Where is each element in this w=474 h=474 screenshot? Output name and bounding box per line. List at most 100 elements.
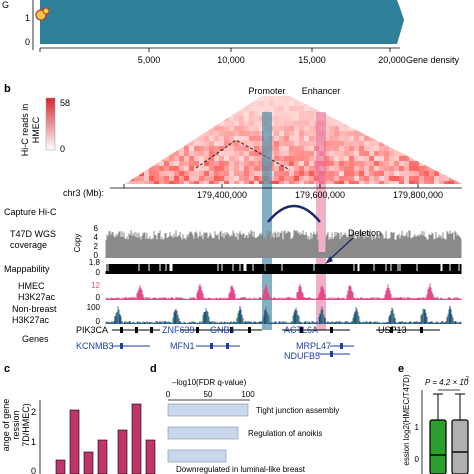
hic-cell (179, 131, 184, 136)
hic-cell (269, 106, 274, 111)
hic-cell (379, 156, 384, 161)
hic-cell (414, 126, 419, 131)
hic-cell (359, 146, 364, 151)
hic-cell (439, 171, 444, 176)
hic-cell (349, 141, 354, 146)
hic-cell (169, 176, 174, 181)
hic-cell (125, 171, 129, 176)
hic-label-line2: HMEC (31, 116, 41, 143)
panel-e-ylabel: ession log2(HMEC/T47D) (402, 374, 411, 465)
hic-cell (204, 96, 209, 101)
hic-cell (279, 136, 284, 141)
hic-cell (394, 96, 399, 101)
hic-cell (454, 136, 459, 141)
hic-cell (429, 101, 434, 106)
hic-cell (174, 111, 179, 116)
hic-cell (179, 166, 184, 171)
hic-cell (344, 96, 349, 101)
hic-cell (204, 151, 209, 156)
hic-cell (144, 151, 149, 156)
hic-cell (414, 121, 419, 126)
hic-cell (324, 146, 329, 151)
hic-cell (444, 166, 449, 171)
hic-cell (349, 111, 354, 116)
hic-cell (139, 146, 144, 151)
hic-cell (424, 116, 429, 121)
hic-cell (299, 96, 304, 101)
hic-cell (419, 146, 424, 151)
hic-cell (419, 116, 424, 121)
hic-cell (254, 106, 259, 111)
hic-cell (199, 176, 204, 181)
hic-cell (349, 151, 354, 156)
hic-cell (254, 146, 259, 151)
nonbreast-h3k27ac-track (105, 306, 462, 324)
hic-cell (329, 171, 334, 176)
hic-cell (369, 176, 374, 181)
hic-cell (194, 171, 199, 176)
hic-cell (144, 126, 149, 131)
hic-cell (349, 106, 354, 111)
hic-cell (399, 176, 404, 181)
hic-cell (129, 156, 134, 161)
hic-cell (359, 171, 364, 176)
hic-cell (264, 106, 269, 111)
hic-cell (219, 161, 224, 166)
hic-cell (139, 116, 144, 121)
hic-cell (154, 176, 159, 181)
hic-cell (125, 131, 129, 136)
hic-cell (219, 121, 224, 126)
hic-cell (424, 176, 429, 181)
hic-cell (459, 146, 462, 151)
hic-cell (329, 141, 334, 146)
hic-cell (339, 151, 344, 156)
hic-cell (174, 116, 179, 121)
hic-cell (239, 111, 244, 116)
hic-cell (209, 136, 214, 141)
hic-cell (409, 106, 414, 111)
hic-cell (289, 111, 294, 116)
hic-cell (429, 126, 434, 131)
panel-c-bar-4 (97, 439, 108, 474)
hic-cell (384, 126, 389, 131)
hic-cell (409, 126, 414, 131)
hic-cell (289, 116, 294, 121)
hic-cell (294, 141, 299, 146)
hic-cell (419, 181, 424, 184)
panel-c-ytick-1: 1 (31, 437, 36, 447)
hic-cell (329, 96, 334, 101)
hmec-h3k27ac-track (105, 283, 462, 300)
hic-cell (125, 176, 129, 181)
hic-cell (354, 96, 359, 101)
hic-cell (274, 141, 279, 146)
hic-cell (139, 136, 144, 141)
hic-cell (309, 181, 314, 184)
hic-cell (349, 166, 354, 171)
hic-cell (429, 96, 434, 101)
hic-cell (284, 161, 289, 166)
hic-cell (254, 116, 259, 121)
hic-cell (459, 176, 462, 181)
hic-cell (369, 106, 374, 111)
hic-cell (229, 156, 234, 161)
hic-cell (434, 156, 439, 161)
hic-cell (404, 166, 409, 171)
hic-color-scale (45, 97, 56, 151)
panel-c-ylabel-line2: ression (11, 410, 21, 439)
hic-cell (199, 136, 204, 141)
hic-cell (329, 176, 334, 181)
hic-cell (309, 151, 314, 156)
hic-cell (229, 126, 234, 131)
hic-cell (149, 161, 154, 166)
hic-cell (204, 156, 209, 161)
hic-cell (339, 126, 344, 131)
hic-cell (414, 161, 419, 166)
hic-cell (259, 121, 264, 126)
hic-cell (149, 106, 154, 111)
hic-cell (139, 171, 144, 176)
hic-cell (454, 166, 459, 171)
hic-cell (449, 156, 454, 161)
hic-cell (169, 171, 174, 176)
hic-cell (294, 171, 299, 176)
hic-cell (349, 101, 354, 106)
